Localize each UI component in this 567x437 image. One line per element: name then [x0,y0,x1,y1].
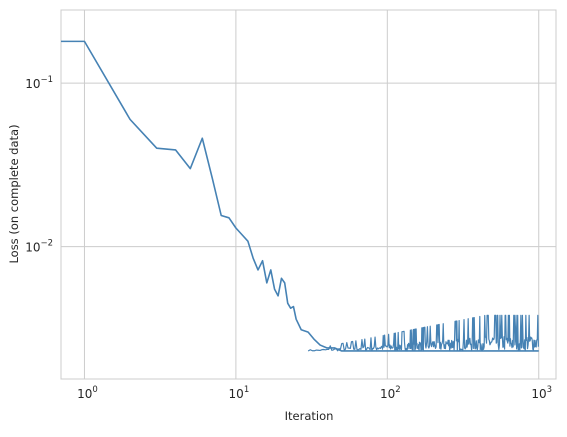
x-tick-label: 103 [531,385,552,401]
x-tick-label: 101 [229,385,250,401]
x-axis-label: Iteration [285,409,334,423]
plot-frame [60,9,557,380]
x-tick-labels: 100 101 102 103 [77,385,552,401]
loss-noise-tail [307,314,539,352]
y-tick-labels: 10−1 10−2 [25,75,53,255]
loss-curve [61,40,539,352]
axes-frame [60,9,557,380]
series-layer [61,40,539,352]
x-tick-label: 100 [77,385,98,401]
y-tick-label: 10−1 [25,75,53,91]
y-axis-label: Loss (on complete data) [7,124,21,263]
y-tick-label: 10−2 [25,239,53,255]
grid-lines [61,10,556,379]
x-tick-label: 102 [380,385,401,401]
